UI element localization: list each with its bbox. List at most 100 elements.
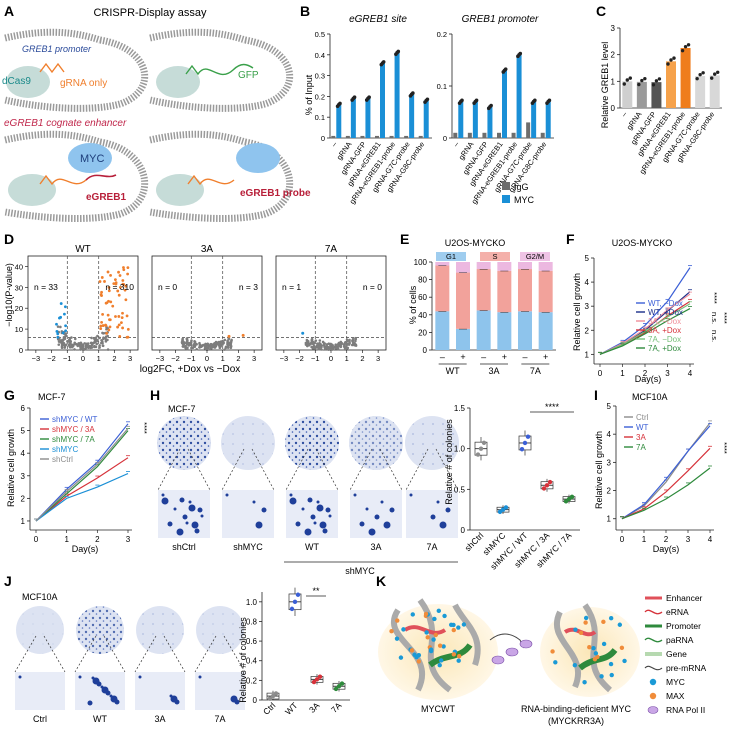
myc-molecule [608, 616, 614, 621]
gene-point [310, 339, 314, 343]
colony [197, 507, 203, 513]
panel-label-i: I [594, 387, 598, 403]
x-tick-label: 1 [64, 535, 69, 544]
up-gene-point [118, 285, 122, 289]
colony [374, 514, 380, 520]
colony [109, 694, 113, 698]
count-up: n = 0 [363, 282, 382, 292]
zoom-guide [14, 635, 66, 673]
colony [92, 677, 100, 685]
legend-gene: Gene [666, 649, 687, 659]
legend-label: WT, +Dox [648, 308, 683, 317]
gene-point [76, 344, 80, 348]
data-point [637, 82, 641, 87]
y-tick-label: 6 [21, 404, 26, 413]
gene-point [102, 336, 105, 340]
panel-b: B eGREB1 site GREB1 promoter % of Input … [300, 3, 554, 206]
up-gene-point [117, 323, 121, 327]
gene-point [202, 343, 205, 347]
myc-molecule [456, 658, 461, 663]
k-right-dots [550, 615, 627, 685]
up-gene-point [104, 324, 108, 328]
gene-point [91, 342, 95, 345]
data-point [518, 51, 523, 56]
data-point [519, 447, 525, 452]
gene-point [195, 347, 199, 351]
up-gene-point [109, 273, 112, 277]
x-tick-label: 4 [708, 535, 713, 544]
up-gene-point [117, 270, 120, 274]
x-tick-label: 1 [97, 354, 101, 363]
colony [328, 514, 332, 518]
significance-label: **** [710, 292, 719, 304]
data-point [710, 76, 714, 80]
gene-point [56, 325, 60, 328]
gene-point [106, 348, 110, 351]
y-tick-label: 3 [21, 472, 26, 481]
legend-label: 3A, −Dox [648, 317, 681, 326]
legend-swatch-igg [502, 182, 510, 190]
g-ylabel: Relative cell growth [6, 429, 16, 507]
gene-point [204, 343, 208, 347]
gene-point [186, 339, 189, 342]
gene-point [334, 343, 338, 346]
max-molecule [423, 611, 429, 617]
legend-myc: MYC [514, 195, 535, 205]
y-tick-label: 3 [607, 458, 612, 467]
dcas9-blob [156, 174, 204, 206]
k-left-caption: MYCWT [421, 704, 455, 714]
bar-myc [409, 94, 415, 138]
gene-point [96, 334, 99, 338]
max-molecule [451, 627, 456, 633]
y-tick-label: 1.0 [454, 445, 466, 454]
f-title: U2OS-MYCKO [612, 238, 673, 248]
colony [138, 675, 142, 679]
x-tick-label: 1 [221, 354, 225, 363]
gene-point [193, 340, 197, 344]
bar-myc [365, 98, 371, 138]
gene-point [81, 347, 85, 350]
i-title: MCF10A [632, 392, 668, 402]
y-tick-label: 60 [418, 293, 427, 302]
colony [445, 507, 451, 513]
gene-point [226, 345, 230, 349]
y-tick-label: 5 [607, 402, 612, 411]
count-down: n = 33 [34, 282, 58, 292]
colony [182, 514, 188, 520]
up-gene-point [99, 327, 103, 330]
up-gene-point [105, 331, 109, 335]
legend-promoter: Promoter [666, 621, 701, 631]
data-point [522, 440, 528, 446]
zoom-box [406, 490, 458, 538]
myc-molecule [441, 644, 446, 649]
x-tick-label: 3 [376, 354, 380, 363]
y-tick-label: 2 [21, 494, 26, 503]
down-gene-point [64, 329, 68, 333]
significance-label: **** [545, 402, 560, 412]
grna-hairpin-icon [39, 62, 65, 74]
colony [319, 521, 327, 529]
data-point [425, 97, 430, 102]
zoom-box [286, 490, 338, 538]
gene-point [100, 338, 103, 342]
gene-point [182, 343, 185, 346]
bar-igg [511, 132, 516, 138]
panel-i: I MCF10A Relative cell growth Day(s) 1 2 3… [594, 387, 729, 554]
legend-igg: IgG [514, 182, 529, 192]
colony [188, 500, 192, 504]
gene-point [95, 339, 99, 343]
well-label: Ctrl [33, 714, 47, 724]
up-gene-point [106, 313, 110, 317]
gene-point [213, 344, 217, 347]
data-point [625, 78, 629, 82]
gene-point [61, 340, 64, 344]
series-line [599, 303, 691, 355]
bar-g1 [456, 328, 470, 350]
colony [230, 695, 238, 703]
panel-d: D −log10(P-value) log2FC, +Dox vs −Dox W… [4, 231, 387, 375]
gene-point [227, 337, 231, 340]
bar [666, 61, 676, 108]
y-tick-label: 0.6 [246, 637, 258, 646]
panel-f: F U2OS-MYCKO Relative cell growth Day(s)… [566, 231, 729, 384]
